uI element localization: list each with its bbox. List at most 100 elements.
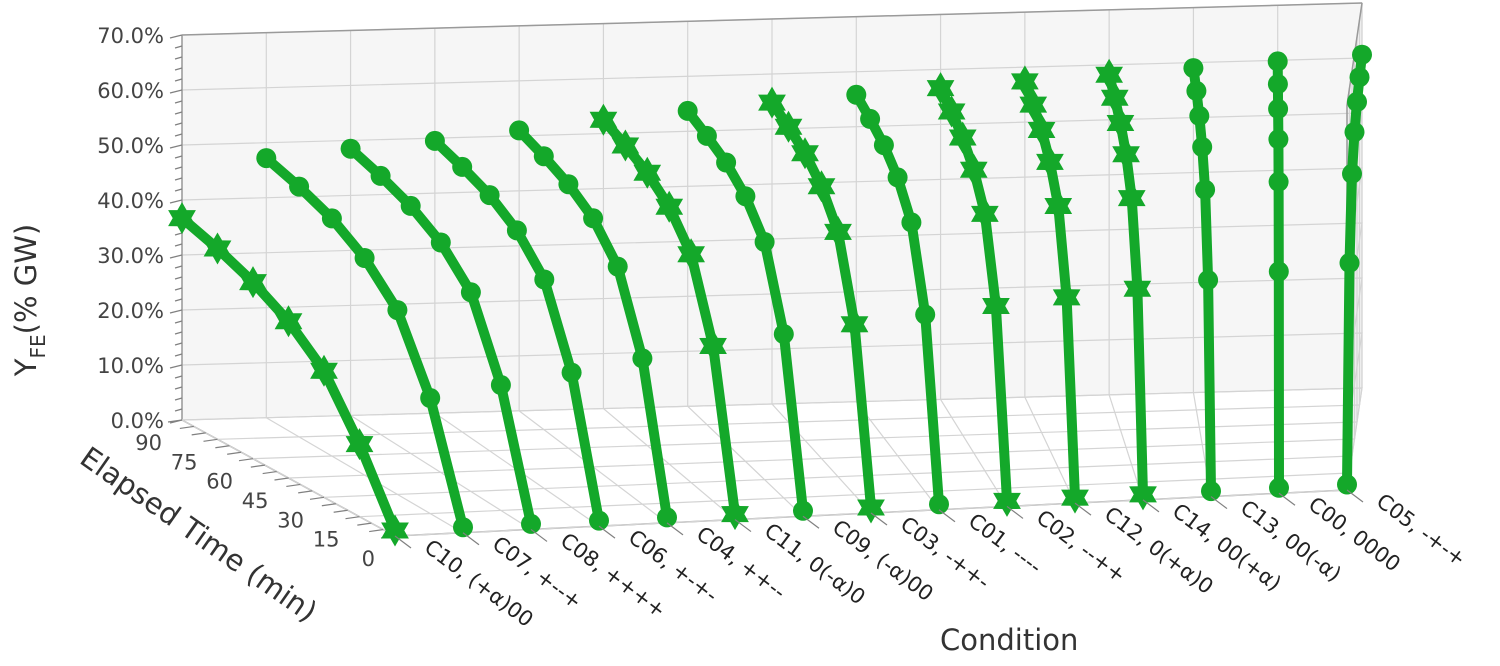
series [1011,65,1089,514]
z-major-tick [169,254,183,259]
box-edge [181,2,1363,36]
z-minor-tick [174,177,183,181]
time-tick [250,464,265,468]
data-point-circle [506,220,527,241]
data-point-circle [1337,474,1357,495]
time-tick-label: 75 [171,450,198,474]
data-point-circle [773,324,794,345]
data-point-star [1019,88,1048,121]
data-point-star [677,238,705,271]
data-point-star [1061,481,1089,514]
data-point-circle [901,212,922,233]
condition-tick [530,528,548,542]
data-point-star [1011,65,1039,98]
time-tick [321,503,336,507]
time-axis: 0 15 30 45 60 75 90 [135,419,396,571]
data-point-circle [1269,477,1289,498]
z-minor-tick [174,111,183,115]
data-point-circle [533,146,554,167]
data-point-circle [509,120,530,141]
time-tick [369,528,384,533]
condition-tick [1142,499,1160,513]
data-point-circle [873,135,894,156]
z-tick-label: 20.0% [97,299,164,323]
series [1267,51,1289,498]
data-point-circle [860,108,881,129]
z-minor-tick [174,375,183,379]
data-point-star [1027,114,1056,146]
z-minor-tick [174,386,183,390]
z-minor-tick [174,265,183,269]
data-point-circle [400,195,421,216]
data-point-circle [754,232,775,252]
data-point-circle [490,375,511,395]
time-tick [357,522,372,526]
data-point-star [948,121,977,154]
series [1183,58,1221,502]
data-point-circle [424,130,445,151]
time-tick-label: 30 [277,508,304,532]
data-point-circle [430,232,451,253]
floor-grid-time [359,472,1350,518]
data-point-circle [1352,44,1372,65]
condition-tick [802,515,820,529]
z-tick-label: 50.0% [97,134,164,158]
z-minor-tick [174,45,183,49]
floor-grid-time [288,438,1355,479]
data-point-star [959,153,988,186]
data-point-star [926,72,955,105]
z-tick-label: 30.0% [97,244,164,268]
data-point-circle [1192,137,1213,157]
time-tick-label: 90 [135,431,162,455]
data-point-circle [1268,98,1289,119]
data-point-circle [452,156,473,177]
condition-tick [938,509,956,523]
z-minor-tick [174,100,183,104]
data-point-circle [735,186,756,207]
data-point-circle [1201,481,1221,502]
data-point-star [857,491,885,524]
series [926,72,1021,517]
time-tick [262,470,277,475]
data-point-star [721,498,749,531]
data-point-circle [929,494,949,515]
z-minor-tick [174,166,183,170]
data-point-star [274,305,303,338]
data-point-circle [846,84,867,105]
z-tick-label: 40.0% [97,189,164,213]
data-point-circle [1268,129,1289,150]
condition-tick [462,532,480,546]
data-point-circle [289,176,310,197]
series [677,100,813,521]
series [424,130,609,531]
time-tick-label: 60 [206,470,233,494]
data-point-circle [340,138,361,159]
data-point-circle [521,513,541,534]
data-point-star [611,129,640,162]
data-point-circle [479,185,500,206]
time-axis-title: Elapsed Time (min) [74,440,323,629]
data-point-circle [558,174,579,195]
data-point-circle [1342,163,1362,184]
time-tick [309,496,325,500]
condition-tick [1278,492,1296,506]
time-tick [191,432,206,436]
data-point-circle [453,517,473,538]
data-point-circle [1195,179,1216,200]
data-point-circle [420,388,441,408]
time-tick [286,483,301,488]
data-point-star [1106,107,1135,139]
z-axis-title-main: Y [9,358,43,377]
condition-tick [1074,502,1092,516]
series [256,148,473,538]
data-point-circle [1344,122,1365,143]
data-point-circle [1339,252,1360,273]
series [846,84,949,515]
z-tick-label: 60.0% [97,79,164,103]
time-tick [274,477,289,481]
condition-axis-title: Condition [940,623,1078,657]
data-point-circle [716,152,737,173]
z-minor-tick [174,243,183,247]
time-tick-label: 0 [362,547,375,571]
data-point-circle [256,148,277,169]
